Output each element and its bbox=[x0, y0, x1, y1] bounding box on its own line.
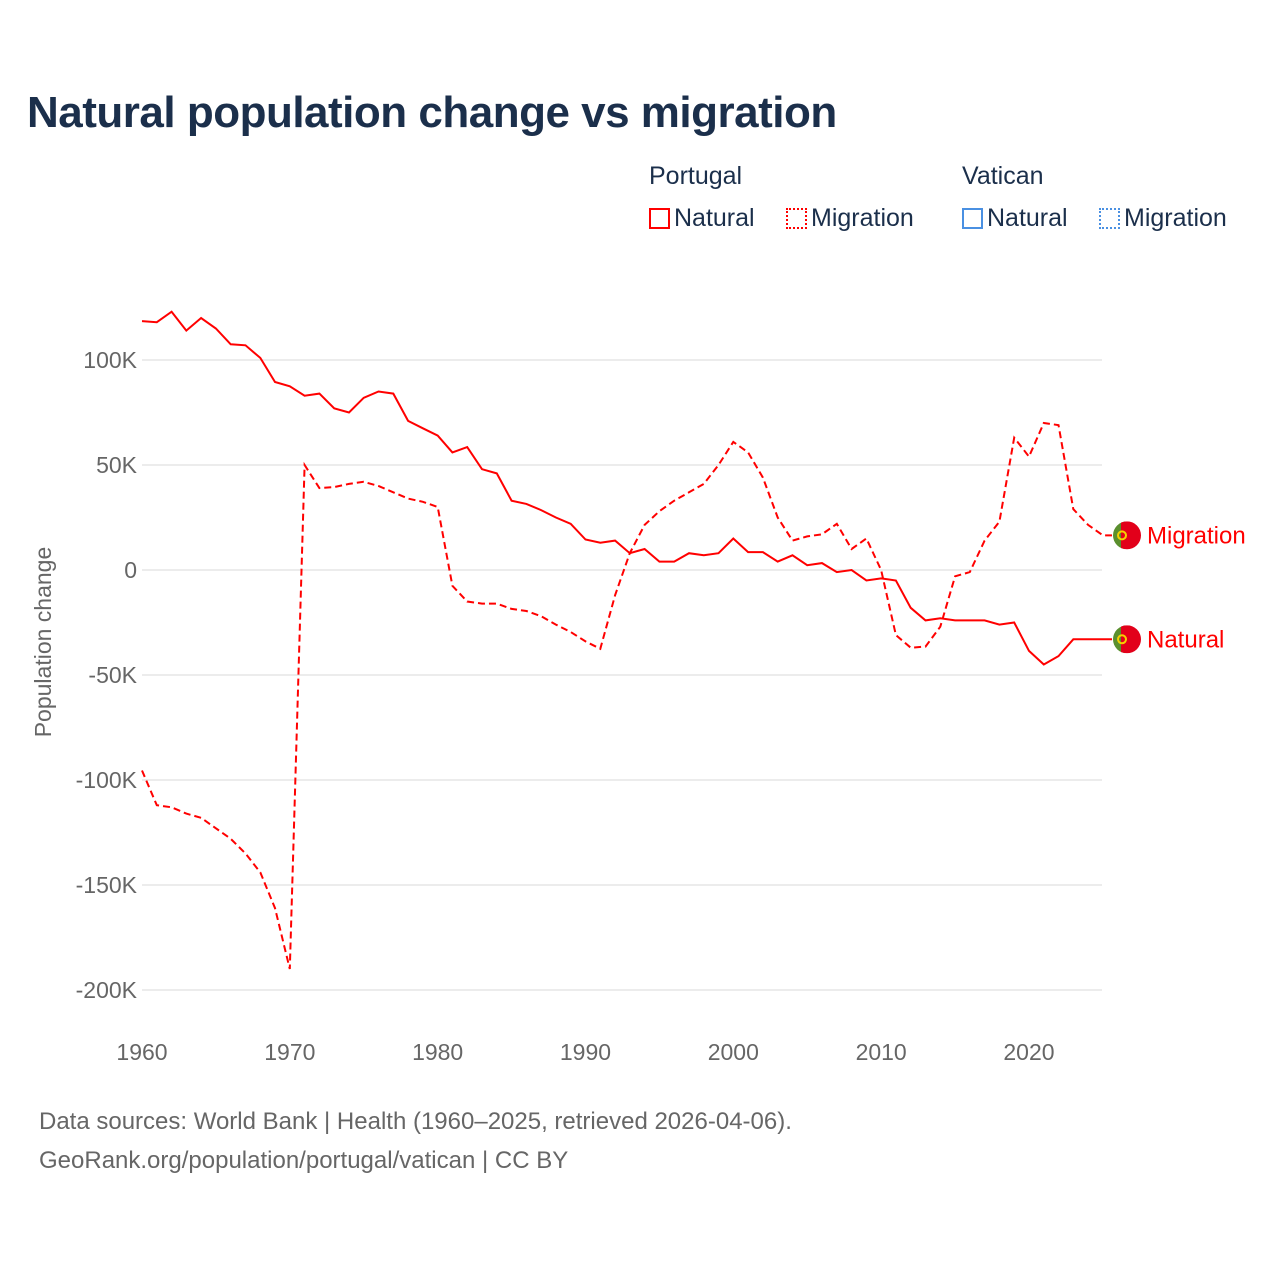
legend-label: Natural bbox=[987, 204, 1068, 232]
y-tick-label: 50K bbox=[96, 452, 138, 478]
solid-swatch-icon bbox=[649, 208, 670, 229]
y-tick-label: -100K bbox=[76, 767, 138, 793]
legend-group-portugal: Portugal bbox=[649, 162, 743, 190]
series-natural-line bbox=[141, 310, 1112, 666]
legend-portugal-natural[interactable]: Natural bbox=[649, 204, 755, 233]
x-tick-label: 1990 bbox=[560, 1039, 611, 1065]
legend-vatican-natural[interactable]: Natural bbox=[962, 204, 1068, 233]
series-end-label: Migration bbox=[1147, 522, 1246, 549]
x-tick-label: 2020 bbox=[1003, 1039, 1054, 1065]
solid-swatch-icon bbox=[962, 208, 983, 229]
legend-portugal-migration[interactable]: Migration bbox=[786, 204, 914, 233]
y-tick-label: -200K bbox=[76, 977, 138, 1003]
legend-label: Migration bbox=[1124, 204, 1227, 232]
y-axis-label: Population change bbox=[30, 547, 56, 738]
y-tick-label: -150K bbox=[76, 872, 138, 898]
y-tick-label: 0 bbox=[124, 557, 137, 583]
x-tick-label: 1980 bbox=[412, 1039, 463, 1065]
footer-sources: Data sources: World Bank | Health (1960–… bbox=[39, 1108, 792, 1135]
y-tick-label: -50K bbox=[88, 662, 137, 688]
x-tick-label: 2010 bbox=[856, 1039, 907, 1065]
x-tick-label: 2000 bbox=[708, 1039, 759, 1065]
footer-link[interactable]: GeoRank.org/population/portugal/vatican … bbox=[39, 1147, 569, 1174]
dotted-swatch-icon bbox=[1099, 208, 1120, 229]
x-tick-label: 1970 bbox=[264, 1039, 315, 1065]
portugal-flag-icon bbox=[1113, 521, 1141, 550]
legend-label: Migration bbox=[811, 204, 914, 232]
chart-title: Natural population change vs migration bbox=[27, 88, 837, 137]
dotted-swatch-icon bbox=[786, 208, 807, 229]
y-tick-label: 100K bbox=[83, 347, 137, 373]
legend-label: Natural bbox=[674, 204, 755, 232]
legend-group-vatican: Vatican bbox=[962, 162, 1044, 190]
series-migration-line bbox=[141, 421, 1112, 970]
x-tick-label: 1960 bbox=[116, 1039, 167, 1065]
portugal-flag-icon bbox=[1113, 625, 1141, 654]
legend-vatican-migration[interactable]: Migration bbox=[1099, 204, 1227, 233]
series-end-label: Natural bbox=[1147, 626, 1224, 653]
